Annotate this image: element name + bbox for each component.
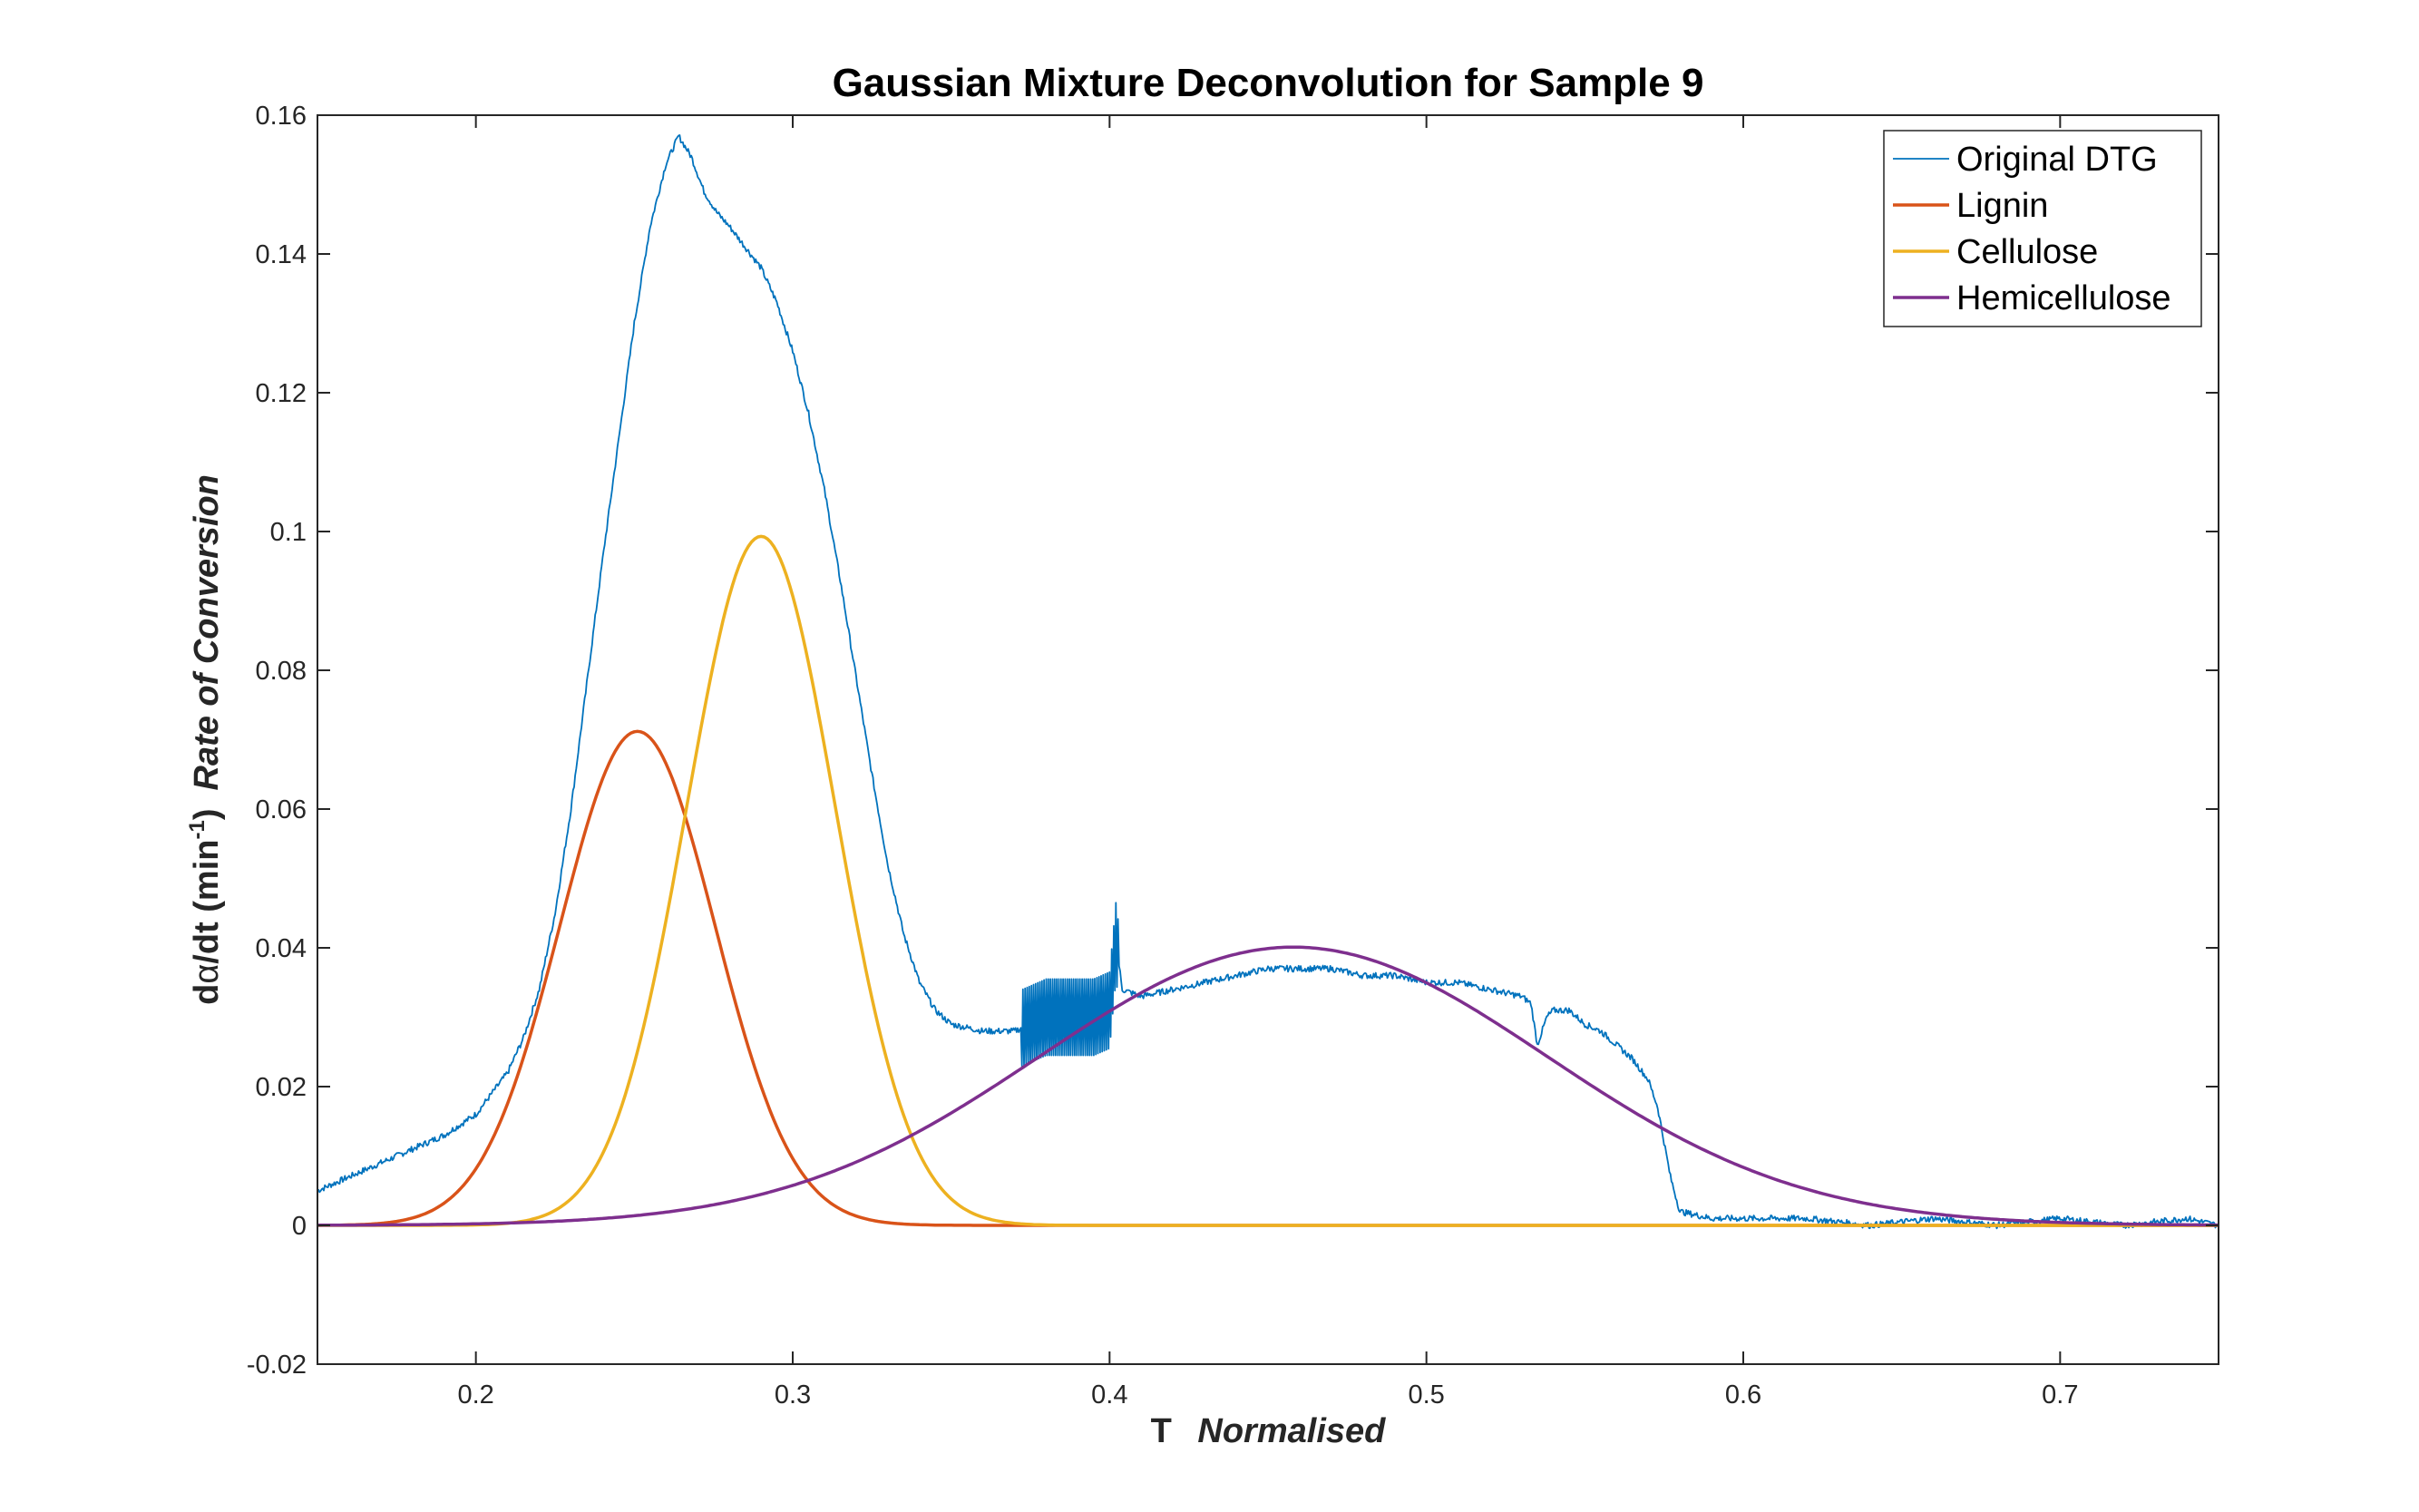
x-axis-text: Normalised	[1197, 1412, 1386, 1450]
y-tick-label: 0.16	[256, 102, 307, 131]
legend-items: Original DTG Lignin Cellulose Hemicellulose	[1893, 141, 2171, 317]
series-layer	[317, 134, 2219, 1230]
y-tick-label: 0.06	[256, 795, 307, 824]
y-axis-unit: /dt (min	[188, 840, 226, 964]
x-tick-label: 0.4	[1091, 1380, 1127, 1410]
y-tick-label: 0.14	[256, 240, 307, 269]
y-axis-text: Rate of Conversion	[188, 474, 226, 790]
series-line-cellulose	[317, 534, 2219, 1227]
x-tick-label: 0.3	[775, 1380, 811, 1410]
y-axis-alpha: α	[188, 964, 226, 984]
y-tick-label: 0.02	[256, 1073, 307, 1102]
legend-label-hemicellulose: Hemicellulose	[1956, 279, 2171, 317]
y-axis-label: dα/dt (min-1) Rate of Conversion	[185, 474, 226, 1005]
y-tick-label: 0.08	[256, 657, 307, 686]
legend: Original DTG Lignin Cellulose Hemicellulose	[1883, 130, 2202, 327]
x-tick-label: 0.5	[1409, 1380, 1445, 1410]
series-line-hemicellulose	[317, 945, 2219, 1227]
x-tick-label: 0.7	[2042, 1380, 2078, 1410]
axes-box	[317, 114, 2219, 1365]
x-axis-symbol: T	[1151, 1412, 1172, 1450]
y-tick-label: -0.02	[247, 1351, 307, 1380]
ticks-layer: 0.2 0.3 0.4 0.5 0.6 0.7 -0.02 0 0.02 0.04 0.06 0.08…	[247, 102, 2219, 1410]
x-axis-label: T Normalised	[1151, 1412, 1387, 1450]
legend-box	[1883, 130, 2202, 327]
y-axis-prefix: d	[188, 984, 226, 1005]
y-axis-unit-superscript: -1	[185, 820, 210, 839]
y-tick-label: 0.04	[256, 934, 307, 963]
chart-title: Gaussian Mixture Deconvolution for Sampl…	[833, 61, 1704, 105]
legend-label-lignin: Lignin	[1956, 187, 2048, 225]
y-tick-label: 0.1	[270, 518, 307, 547]
y-tick-label: 0.12	[256, 379, 307, 408]
y-axis-unit-close: )	[188, 809, 226, 821]
x-tick-label: 0.6	[1725, 1380, 1761, 1410]
x-tick-label: 0.2	[458, 1380, 494, 1410]
series-line-original-dtg	[317, 134, 2219, 1230]
legend-label-cellulose: Cellulose	[1956, 233, 2098, 271]
y-tick-label: 0	[292, 1212, 307, 1241]
legend-label-original-dtg: Original DTG	[1956, 141, 2158, 179]
